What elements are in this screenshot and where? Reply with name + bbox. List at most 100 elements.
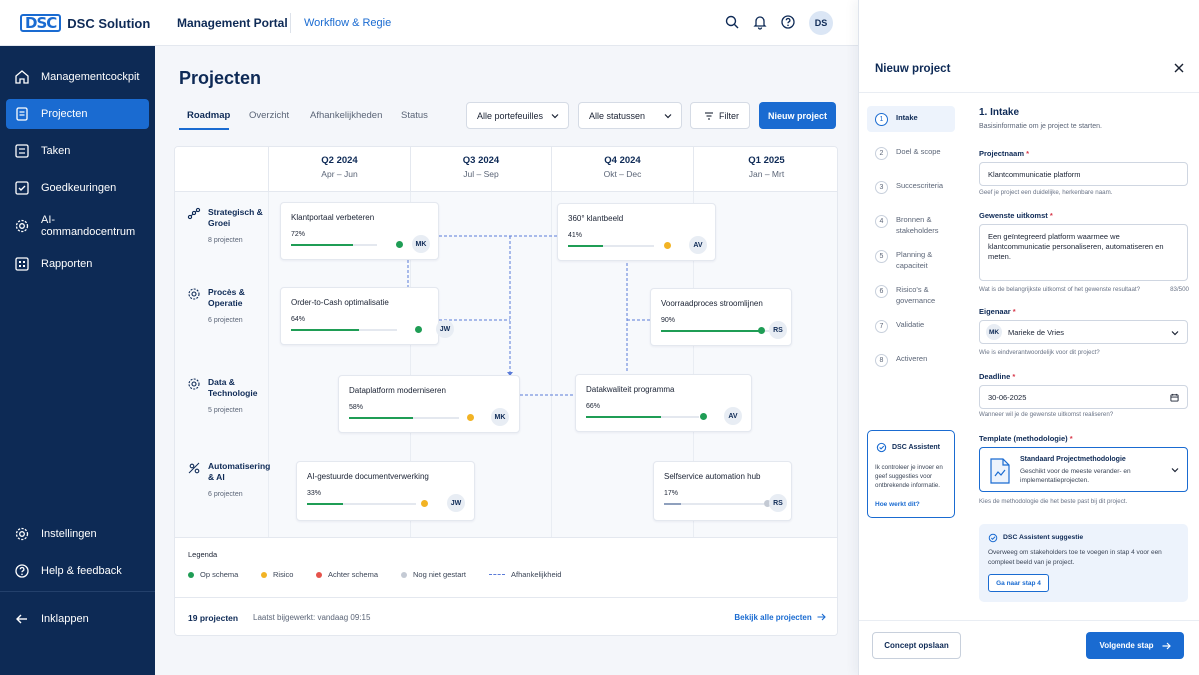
owner-select[interactable]: MK Marieke de Vries [979, 320, 1188, 344]
required-marker: * [1012, 307, 1016, 316]
portfolio-select-value: Alle portefeuilles [477, 110, 544, 121]
project-progress-label: 33% [307, 490, 322, 497]
project-name-value: Klantcommunicatie platform [988, 170, 1081, 179]
active-tab-indicator [179, 128, 229, 130]
sidebar-item-label: Rapporten [41, 258, 93, 270]
tab-status[interactable]: Status [401, 110, 428, 121]
lane-count: 5 projecten [208, 407, 243, 414]
tab-roadmap[interactable]: Roadmap [187, 110, 231, 121]
template-select[interactable]: Standaard Projectmethodologie Geschikt v… [979, 447, 1188, 492]
step-planning[interactable]: 5 Planning & capaciteit [867, 243, 955, 270]
outcome-textarea[interactable]: Een geïntegreerd platform waarmee we kla… [979, 224, 1188, 281]
user-avatar[interactable]: DS [809, 11, 833, 35]
save-draft-button[interactable]: Concept opslaan [872, 632, 961, 659]
sidebar-item-help[interactable]: Help & feedback [6, 556, 149, 586]
logo[interactable]: DSC DSC Solution [20, 14, 150, 32]
bell-icon[interactable] [752, 14, 768, 30]
search-icon[interactable] [724, 14, 740, 30]
project-card[interactable]: Datakwaliteit programma 66% AV [575, 374, 752, 432]
step-validatie[interactable]: 7 Validatie [867, 313, 955, 339]
lane-name: Strategisch & Groei [208, 207, 263, 228]
step-bronnen[interactable]: 4 Bronnen & stakeholders [867, 208, 955, 235]
progress-fill [586, 416, 661, 418]
owner-value: Marieke de Vries [1008, 328, 1064, 337]
app-subtitle-link[interactable]: Workflow & Regie [304, 17, 392, 29]
progress-fill [349, 417, 413, 419]
status-select[interactable]: Alle statussen [578, 102, 682, 129]
tab-overzicht[interactable]: Overzicht [249, 110, 290, 121]
label-text: Template (methodologie) [979, 434, 1068, 443]
gear-icon [15, 527, 29, 541]
last-updated: Laatst bijgewerkt: vandaag 09:15 [253, 613, 371, 622]
report-icon [15, 257, 29, 271]
progress-fill [307, 503, 343, 505]
project-card[interactable]: Klantportaal verbeteren 72% MK [280, 202, 439, 260]
sidebar-item-label: Help & feedback [41, 565, 122, 577]
progress-track [586, 416, 699, 418]
logo-text: DSC Solution [67, 15, 151, 31]
sidebar-item-label: AI-commandocentrum [41, 214, 136, 238]
project-title: Selfservice automation hub [664, 472, 761, 481]
sidebar: Managementcockpit Projecten Taken Goedke… [0, 46, 155, 675]
project-name-label: Projectnaam * [979, 149, 1029, 158]
project-title: Voorraadproces stroomlijnen [661, 299, 763, 308]
required-marker: * [1026, 149, 1030, 158]
legend-dash [489, 574, 505, 575]
new-project-button[interactable]: Nieuw project [759, 102, 836, 129]
go-to-step-4-button[interactable]: Ga naar stap 4 [988, 574, 1049, 592]
gear-icon [188, 378, 200, 390]
sidebar-item-managementcockpit[interactable]: Managementcockpit [6, 62, 149, 92]
step-risicos[interactable]: 6 Risico's & governance [867, 278, 955, 305]
project-count: 19 projecten [188, 613, 239, 623]
template-title: Standaard Projectmethodologie [1020, 456, 1126, 463]
project-card[interactable]: Order-to-Cash optimalisatie 64% JW [280, 287, 454, 345]
calendar-icon[interactable] [1170, 393, 1179, 402]
help-icon[interactable] [780, 14, 796, 30]
deadline-field[interactable]: 30-06-2025 [979, 385, 1188, 409]
filter-button[interactable]: Filter [690, 102, 750, 129]
sidebar-item-goedkeuringen[interactable]: Goedkeuringen [6, 173, 149, 203]
required-marker: * [1069, 434, 1073, 443]
project-card[interactable]: Voorraadproces stroomlijnen 90% RS [650, 288, 792, 346]
sidebar-item-taken[interactable]: Taken [6, 136, 149, 166]
sidebar-item-ai-commandocentrum[interactable]: AI-commandocentrum [6, 211, 149, 241]
step-doel-scope[interactable]: 2 Doel & scope [867, 140, 955, 166]
how-it-works-link[interactable]: Hoe werkt dit? [875, 501, 920, 508]
project-card[interactable]: AI-gestuurde documentverwerking 33% JW [296, 461, 475, 521]
gear-icon [15, 219, 29, 233]
collapse-sidebar-button[interactable]: Inklappen [6, 604, 149, 634]
project-card[interactable]: Dataplatform moderniseren 58% MK [338, 375, 520, 433]
quarter-column: Q4 2024 Okt – Dec [551, 147, 693, 192]
new-project-panel: Nieuw project 1 Intake 2 Doel & scope 3 Suc… [858, 0, 1199, 675]
step-number: 1 [875, 113, 888, 126]
step-succescriteria[interactable]: 3 Succescriteria [867, 174, 955, 200]
home-icon [15, 70, 29, 84]
project-card[interactable]: Selfservice automation hub 17% RS [653, 461, 792, 521]
portfolio-select[interactable]: Alle portefeuilles [466, 102, 569, 129]
next-step-button[interactable]: Volgende stap [1086, 632, 1184, 659]
outcome-value: Een geïntegreerd platform waarmee we kla… [988, 232, 1164, 261]
close-icon[interactable] [1173, 62, 1185, 74]
project-card[interactable]: 360° klantbeeld 41% AV [557, 203, 716, 261]
project-title: Klantportaal verbeteren [291, 213, 375, 222]
view-all-label: Bekijk alle projecten [734, 613, 812, 622]
outcome-char-count: 83/500 [1170, 286, 1189, 293]
help-icon [15, 564, 29, 578]
sidebar-item-rapporten[interactable]: Rapporten [6, 249, 149, 279]
roadmap-header: Q2 2024 Apr – Jun Q3 2024 Jul – Sep Q4 2… [175, 147, 837, 192]
next-step-label: Volgende stap [1099, 641, 1154, 650]
sidebar-item-instellingen[interactable]: Instellingen [6, 519, 149, 549]
step-number: 7 [875, 320, 888, 333]
status-dot [421, 500, 428, 507]
project-name-field[interactable]: Klantcommunicatie platform [979, 162, 1188, 186]
assistant-title: DSC Assistent [892, 444, 940, 451]
tab-afhankelijkheden[interactable]: Afhankelijkheden [310, 110, 383, 121]
step-intake[interactable]: 1 Intake [867, 106, 955, 132]
view-all-projects-link[interactable]: Bekijk alle projecten [734, 613, 826, 622]
roadmap-canvas: Q2 2024 Apr – Jun Q3 2024 Jul – Sep Q4 2… [175, 147, 837, 537]
outcome-label: Gewenste uitkomst * [979, 211, 1053, 220]
status-dot [396, 241, 403, 248]
step-activeren[interactable]: 8 Activeren [867, 347, 955, 373]
document-template-icon [990, 458, 1010, 484]
sidebar-item-projecten[interactable]: Projecten [6, 99, 149, 129]
